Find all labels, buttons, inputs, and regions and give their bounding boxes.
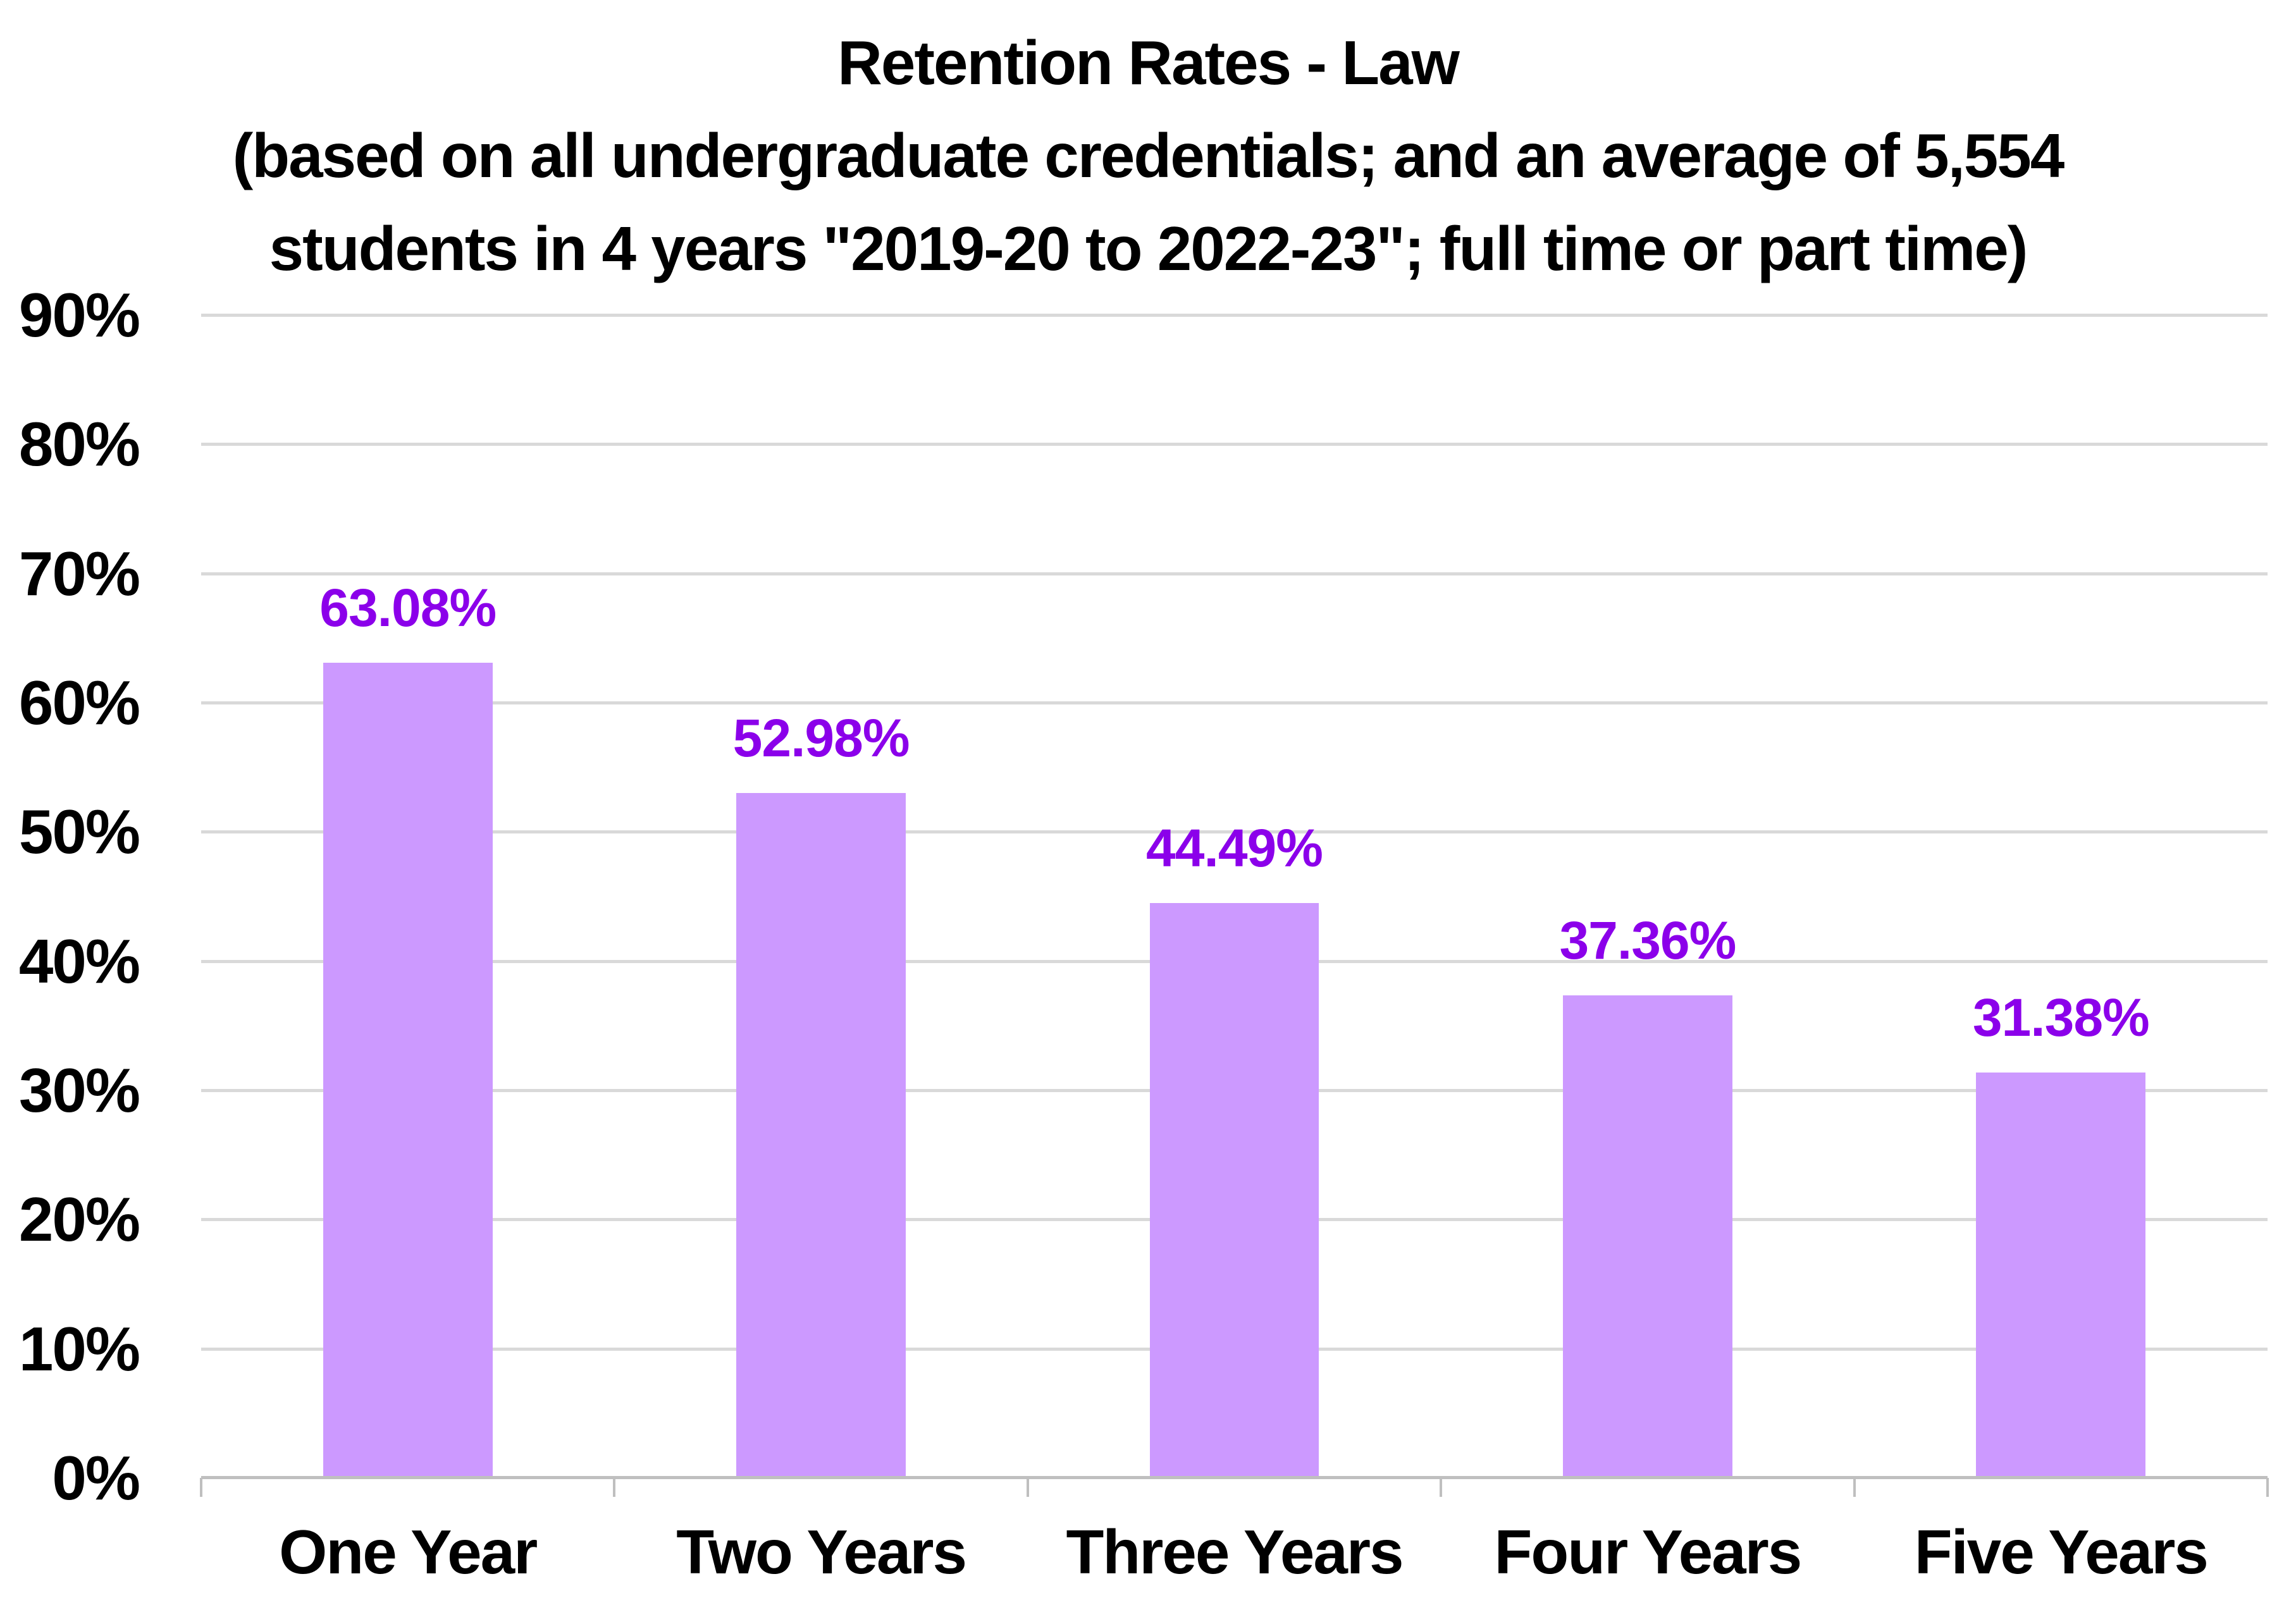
x-axis-line: [201, 1476, 2268, 1479]
bar-three-years: [1149, 902, 1319, 1478]
chart-title-line-3: students in 4 years "2019-20 to 2022-23"…: [269, 214, 2028, 283]
y-axis-tick-label: 20%: [18, 1184, 140, 1255]
y-axis-tick-label: 40%: [18, 926, 140, 996]
bar-five-years: [1976, 1072, 2146, 1478]
x-axis-tick: [1853, 1478, 1856, 1497]
bar-one-year: [323, 663, 493, 1478]
plot-area: 90% 80% 70% 60% 50% 40% 30% 20% 10% 0% 63.08% One Y…: [19, 284, 2269, 1587]
bar-value-label: 44.49%: [1146, 818, 1323, 878]
y-axis-tick-label: 10%: [18, 1313, 140, 1384]
x-axis-category-label: One Year: [279, 1517, 538, 1587]
x-axis-category-label: Five Years: [1914, 1517, 2209, 1587]
x-axis-tick: [613, 1478, 616, 1497]
y-axis-tick-label: 0%: [52, 1443, 140, 1513]
chart-title-line-2: (based on all undergraduate credentials;…: [232, 121, 2065, 190]
bar-two-years: [736, 793, 906, 1478]
x-axis-category-label: Two Years: [676, 1517, 967, 1587]
x-axis-tick: [200, 1478, 202, 1497]
gridline: [201, 701, 2268, 704]
x-axis-category-label: Three Years: [1066, 1517, 1404, 1587]
x-axis-tick: [2266, 1478, 2269, 1497]
bar-value-label: 52.98%: [732, 708, 910, 768]
bar-value-label: 63.08%: [319, 578, 497, 638]
y-axis-tick-label: 80%: [18, 409, 140, 479]
bar-four-years: [1562, 995, 1732, 1478]
gridline: [201, 314, 2268, 317]
gridline: [201, 830, 2268, 834]
x-axis-tick: [1440, 1478, 1443, 1497]
x-axis-category-label: Four Years: [1494, 1517, 1802, 1587]
y-axis-tick-label: 50%: [18, 797, 140, 867]
y-axis-tick-label: 60%: [18, 667, 140, 737]
gridline: [201, 572, 2268, 575]
chart-title: Retention Rates - Law (based on all unde…: [0, 16, 2296, 295]
x-axis-tick: [1026, 1478, 1029, 1497]
y-axis-tick-label: 70%: [18, 538, 140, 608]
y-axis-tick-label: 30%: [18, 1055, 140, 1125]
gridline: [201, 443, 2268, 446]
chart-title-line-1: Retention Rates - Law: [837, 28, 1460, 97]
y-axis-tick-label: 90%: [18, 280, 140, 350]
bar-value-label: 37.36%: [1559, 910, 1736, 970]
bar-value-label: 31.38%: [1972, 987, 2150, 1047]
